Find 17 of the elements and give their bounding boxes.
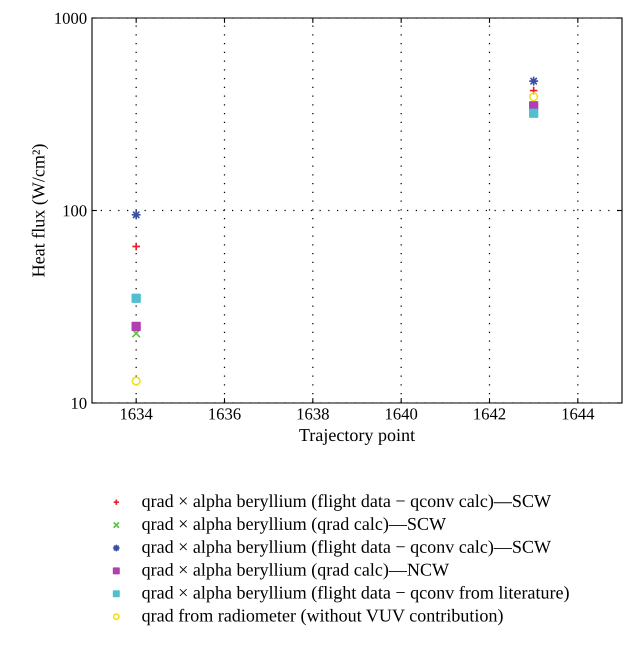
legend-label: qrad from radiometer (without VUV contribution) bbox=[142, 608, 503, 626]
legend-label: qrad × alpha beryllium (flight data − qconv from literature) bbox=[142, 586, 569, 602]
y-tick-label: 1000 bbox=[55, 12, 87, 24]
y-axis-title: Heat flux (W/cm²) bbox=[32, 144, 48, 277]
legend-label: qrad × alpha beryllium (qrad calc)—NCW bbox=[142, 563, 450, 580]
x-tick-label: 1638 bbox=[298, 408, 329, 420]
x-tick-label: 1640 bbox=[386, 408, 418, 420]
x-tick-label: 1644 bbox=[562, 408, 594, 420]
legend-label: qrad × alpha beryllium (qrad calc)—SCW bbox=[142, 517, 446, 534]
x-tick-label: 1636 bbox=[209, 408, 241, 420]
x-tick-label: 1642 bbox=[474, 408, 506, 420]
y-tick-label: 10 bbox=[72, 398, 87, 409]
x-axis-title: Trajectory point bbox=[299, 429, 415, 445]
x-tick-label: 1634 bbox=[120, 408, 153, 420]
legend-label: qrad × alpha beryllium (flight data − qconv calc)—SCW bbox=[142, 494, 551, 511]
y-tick-label: 100 bbox=[64, 205, 87, 216]
legend-label: qrad × alpha beryllium (flight data − qconv calc)—SCW bbox=[142, 540, 551, 557]
